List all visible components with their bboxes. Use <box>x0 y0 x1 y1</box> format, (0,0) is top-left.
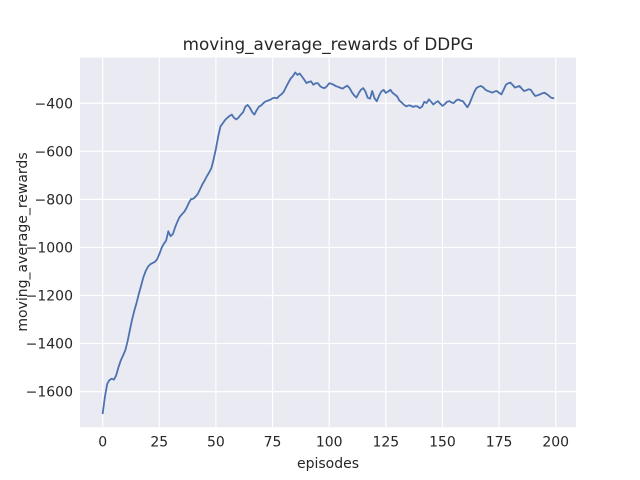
y-tick-label: −400 <box>35 96 73 112</box>
x-tick-label: 100 <box>316 435 343 451</box>
x-tick-label: 200 <box>542 435 569 451</box>
x-tick-label: 0 <box>98 435 107 451</box>
y-axis-label: moving_average_rewards <box>15 152 31 332</box>
x-tick-label: 75 <box>264 435 282 451</box>
y-tick-label: −1400 <box>26 337 73 353</box>
x-tick-label: 125 <box>372 435 399 451</box>
y-tick-label: −1200 <box>26 289 73 305</box>
y-tick-label: −800 <box>35 192 73 208</box>
x-tick-label: 175 <box>486 435 513 451</box>
y-tick-label: −600 <box>35 144 73 160</box>
x-axis-label: episodes <box>296 456 360 472</box>
reward-line <box>101 71 555 415</box>
y-tick-label: −1600 <box>26 385 73 401</box>
x-tick-label: 25 <box>150 435 168 451</box>
x-tick-label: 50 <box>207 435 225 451</box>
chart-title: moving_average_rewards of DDPG <box>182 34 474 54</box>
plot-area <box>80 57 576 428</box>
x-tick-label: 150 <box>429 435 456 451</box>
y-tick-label: −1000 <box>26 240 73 256</box>
